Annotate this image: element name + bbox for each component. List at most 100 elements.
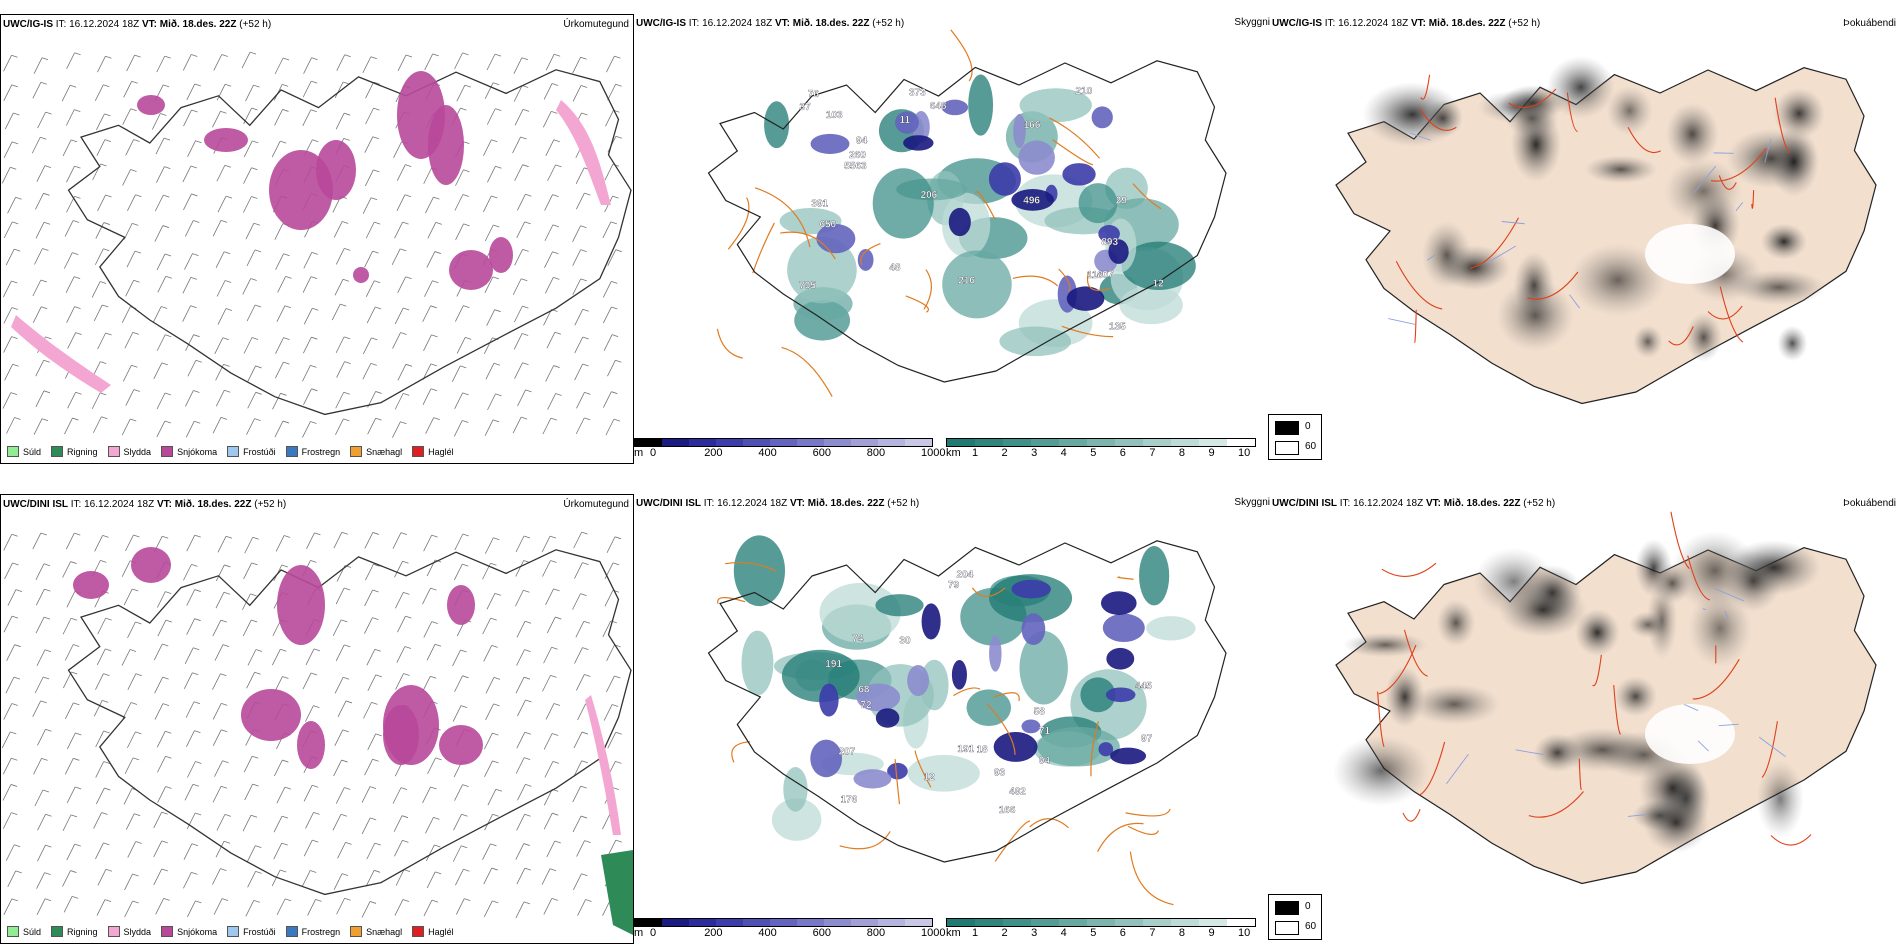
colorbar-tick-label: 1 [972, 927, 979, 939]
wind-barb [607, 839, 617, 857]
wind-barb [544, 194, 553, 211]
wind-barb-flag [341, 759, 348, 763]
wind-barb-flag [552, 194, 559, 197]
wind-barb-flag [495, 788, 503, 792]
wind-barb [425, 817, 434, 834]
wind-barb [423, 621, 433, 638]
wind-barb-flag [549, 535, 557, 539]
wind-barb-flag [132, 900, 139, 904]
colorbar-tick-label: 6 [1119, 447, 1126, 459]
legend-label: Snjókoma [177, 926, 218, 937]
legend-item: Slydda [107, 446, 151, 457]
wind-barb [425, 417, 435, 434]
road-line [1707, 305, 1743, 320]
wind-barb-flag [311, 388, 318, 392]
wind-barb-flag [552, 251, 559, 255]
wind-barb [395, 673, 404, 690]
wind-barb-flag [10, 392, 18, 395]
wind-barb [216, 280, 226, 297]
wind-barb [515, 677, 525, 694]
wind-barb-flag [462, 194, 470, 197]
precip-legend: Súld Rigning Slydda Snjókoma Frostúði Frostre… [7, 446, 454, 457]
wind-barb-flag [193, 334, 200, 338]
wind-barb [303, 337, 312, 354]
wind-barb-flag [284, 305, 292, 309]
wind-barb-flag [494, 309, 501, 313]
wind-barb [514, 109, 524, 126]
wind-barb-flag [72, 252, 79, 256]
fog-index-area [1332, 735, 1430, 806]
wind-barb [574, 363, 583, 381]
wind-barb [307, 899, 316, 916]
wind-barb [397, 276, 407, 293]
wind-barb [331, 303, 341, 321]
wind-barb [187, 140, 196, 157]
colorbar-tick-label: 0 [650, 447, 657, 459]
wind-barb [4, 112, 14, 130]
wind-barb-flag [253, 222, 261, 226]
wind-barb [91, 392, 101, 410]
wind-barb-flag [282, 420, 290, 424]
fog-index-area [1606, 85, 1653, 136]
colorbar-tick-label: 3 [1031, 927, 1038, 939]
wind-barb [423, 334, 432, 352]
wind-barb [572, 57, 581, 74]
wind-barb [243, 337, 253, 354]
road-line [1381, 562, 1437, 577]
wind-barb [302, 276, 312, 293]
wind-barb-flag [525, 699, 532, 703]
wind-barb [64, 220, 74, 237]
wind-barb-flag [462, 533, 469, 537]
road-line [1419, 108, 1457, 131]
wind-barb-flag [255, 845, 262, 849]
wind-barb [3, 336, 12, 353]
road-line [1129, 851, 1174, 906]
colorbar-cell [716, 439, 743, 446]
wind-barb [182, 305, 191, 322]
fog-swatch [1275, 901, 1299, 915]
wind-barb [396, 164, 406, 181]
wind-barb [66, 786, 76, 804]
wind-barb [275, 253, 284, 270]
colorbar-tick-label: 2 [1001, 927, 1008, 939]
wind-barb-flag [73, 757, 80, 761]
wind-barb-flag [11, 898, 18, 902]
wind-barb-flag [553, 703, 561, 706]
wind-barb [35, 360, 45, 377]
wind-barb [515, 843, 525, 860]
colorbar-cell [851, 919, 878, 926]
wind-barb-flag [400, 332, 407, 335]
wind-barb-flag [251, 619, 258, 623]
colorbar-cell [947, 919, 975, 926]
colorbar-cell [878, 919, 905, 926]
wind-barb-flag [42, 789, 50, 793]
wind-barb-flag [431, 334, 438, 338]
wind-barb-flag [220, 619, 227, 623]
wind-barb-flag [284, 898, 292, 902]
wind-barb-flag [11, 615, 19, 619]
wind-barb-flag [403, 869, 411, 873]
wind-barb [337, 842, 346, 859]
road-line [1029, 818, 1069, 829]
fog-index-area [1613, 676, 1658, 717]
wind-barb-flag [130, 418, 137, 422]
snow-area [383, 705, 419, 765]
wind-barb [95, 761, 105, 778]
wind-barb [32, 532, 42, 550]
wind-barb-flag [164, 392, 172, 396]
wind-barb-flag [11, 703, 18, 706]
wind-barb-flag [194, 730, 201, 734]
wind-barb-flag [494, 53, 502, 57]
wind-barb [335, 336, 345, 354]
legend-item: Snjókoma [161, 926, 217, 937]
wind-barb-flag [463, 169, 470, 173]
river-line [1758, 736, 1786, 758]
wind-barb-flag [404, 194, 412, 198]
wind-barb-flag [611, 281, 618, 284]
wind-barb-flag [254, 304, 262, 308]
wind-barb [577, 899, 586, 916]
wind-barb [183, 564, 192, 581]
wind-barb-flag [580, 56, 587, 60]
wind-barb-flag [374, 869, 381, 873]
wind-barb-flag [342, 676, 350, 680]
